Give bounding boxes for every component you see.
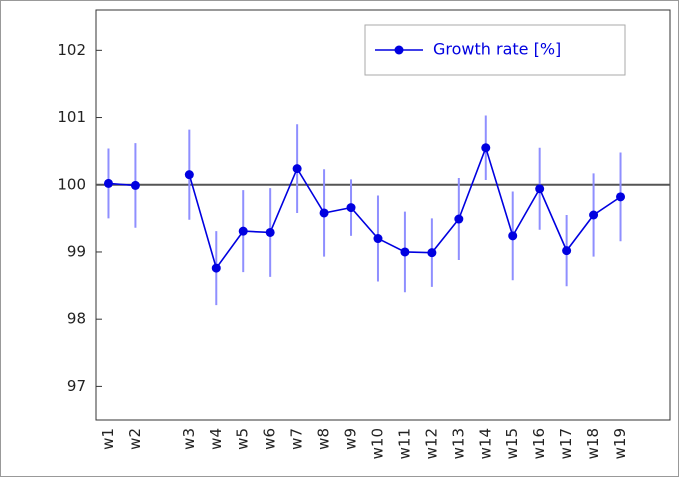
x-tick-label: w6 (261, 428, 279, 450)
point (616, 192, 626, 202)
x-tick-label: w12 (422, 428, 440, 459)
y-tick-label: 99 (67, 242, 86, 260)
point (400, 247, 410, 257)
x-tick-label: w10 (368, 428, 386, 459)
point (238, 226, 248, 236)
point (130, 180, 140, 190)
y-tick-label: 100 (57, 175, 86, 193)
y-tick-label: 97 (67, 377, 86, 395)
point (265, 227, 275, 237)
x-tick-label: w17 (557, 428, 575, 459)
x-tick-label: w2 (126, 428, 144, 450)
legend-box (364, 24, 626, 76)
plot-frame (95, 9, 671, 421)
point (535, 184, 545, 194)
point (562, 246, 572, 256)
x-tick-label: w1 (99, 428, 117, 450)
x-tick-label: w9 (342, 428, 360, 450)
x-tick-label: w13 (449, 428, 467, 459)
point (346, 203, 356, 213)
point (184, 170, 194, 180)
x-tick-label: w3 (180, 428, 198, 450)
x-tick-label: w8 (315, 428, 333, 450)
point (454, 214, 464, 224)
x-tick-label: w5 (234, 428, 252, 450)
y-tick-label: 102 (57, 41, 86, 59)
point (427, 248, 437, 258)
point (292, 164, 302, 174)
legend-marker (394, 45, 404, 55)
x-tick-label: w15 (503, 428, 521, 459)
point (211, 263, 221, 273)
point (103, 178, 113, 188)
x-tick-label: w7 (288, 428, 306, 450)
y-tick-label: 98 (67, 310, 86, 328)
point (508, 231, 518, 241)
point (373, 234, 383, 244)
point (589, 210, 599, 220)
x-tick-label: w18 (584, 428, 602, 459)
y-tick-label: 101 (57, 108, 86, 126)
x-tick-label: w4 (207, 428, 225, 450)
legend-label: Growth rate [%] (433, 40, 561, 59)
x-tick-label: w19 (611, 428, 629, 459)
x-tick-label: w14 (476, 428, 494, 459)
point (319, 208, 329, 218)
x-tick-label: w11 (395, 428, 413, 459)
point (481, 143, 491, 153)
x-tick-label: w16 (530, 428, 548, 459)
